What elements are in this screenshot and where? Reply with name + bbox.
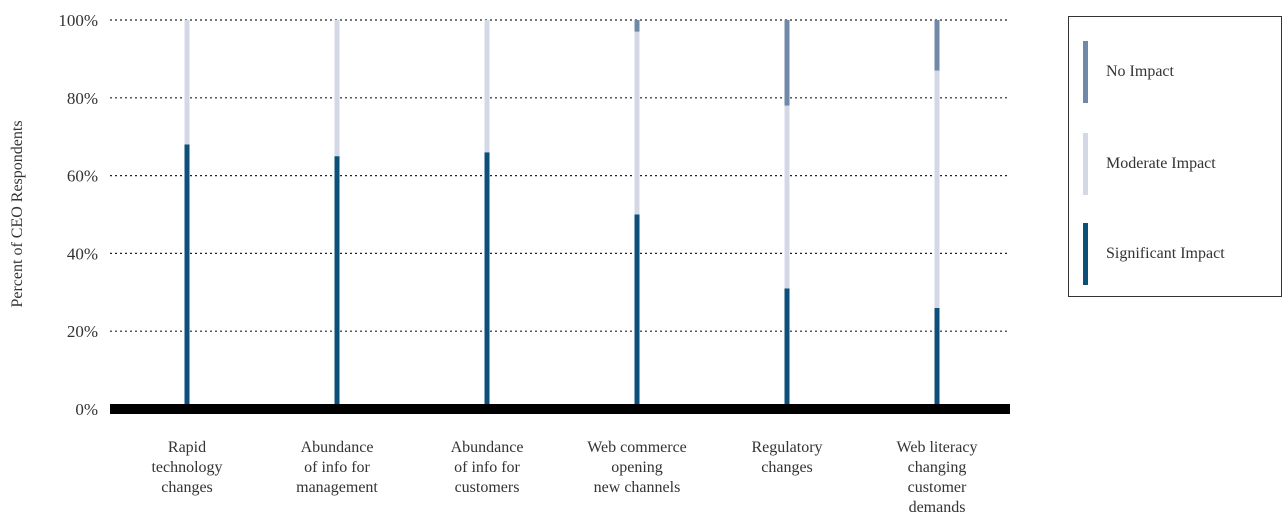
bar-moderate-impact [934, 70, 940, 308]
bar-significant-impact [634, 214, 640, 409]
bar-no-impact [934, 20, 940, 71]
y-axis-label: Percent of CEO Respondents [9, 120, 26, 307]
y-tick-label: 0% [75, 400, 98, 419]
bar-moderate-impact [334, 20, 340, 157]
bar-moderate-impact [784, 105, 790, 289]
bar-moderate-impact [634, 31, 640, 215]
legend-swatch-significant-impact [1083, 223, 1088, 285]
x-axis-categories: Rapid technology changes Abundance of info f… [151, 439, 977, 516]
bar-no-impact [634, 20, 640, 32]
legend-item-moderate-impact: Moderate Impact [1083, 133, 1216, 195]
gridlines [110, 19, 1010, 332]
bar-significant-impact [334, 156, 340, 409]
x-category-label: Regulatory changes [751, 439, 822, 476]
bar-significant-impact [184, 144, 190, 410]
y-tick-label: 40% [67, 244, 98, 263]
bar-no-impact [784, 20, 790, 106]
x-category-label: Rapid technology changes [151, 439, 222, 496]
y-tick-label: 60% [67, 167, 98, 186]
x-category-label: Abundance of info for management [296, 439, 378, 496]
legend-item-no-impact: No Impact [1083, 41, 1174, 103]
x-category-label: Web literacy changing customer demands [897, 439, 978, 516]
legend-swatch-moderate-impact [1083, 133, 1088, 195]
legend: No Impact Moderate Impact Significant Im… [1068, 16, 1282, 297]
y-tick-label: 20% [67, 322, 98, 341]
bar-moderate-impact [484, 20, 490, 153]
y-tick-label: 100% [58, 11, 98, 30]
bar-significant-impact [484, 152, 490, 409]
y-axis-ticks: 0% 20% 40% 60% 80% 100% [58, 11, 98, 419]
legend-label: Significant Impact [1106, 245, 1225, 262]
legend-label: No Impact [1106, 63, 1174, 80]
x-axis-baseline [110, 404, 1010, 414]
legend-item-significant-impact: Significant Impact [1083, 223, 1225, 285]
bar-significant-impact [784, 288, 790, 409]
x-category-label: Web commerce opening new channels [587, 439, 687, 496]
legend-label: Moderate Impact [1106, 155, 1216, 172]
y-tick-label: 80% [67, 89, 98, 108]
bar-moderate-impact [184, 20, 190, 145]
legend-swatch-no-impact [1083, 41, 1088, 103]
x-category-label: Abundance of info for customers [451, 439, 524, 496]
bar-significant-impact [934, 307, 940, 409]
bars [184, 20, 940, 410]
